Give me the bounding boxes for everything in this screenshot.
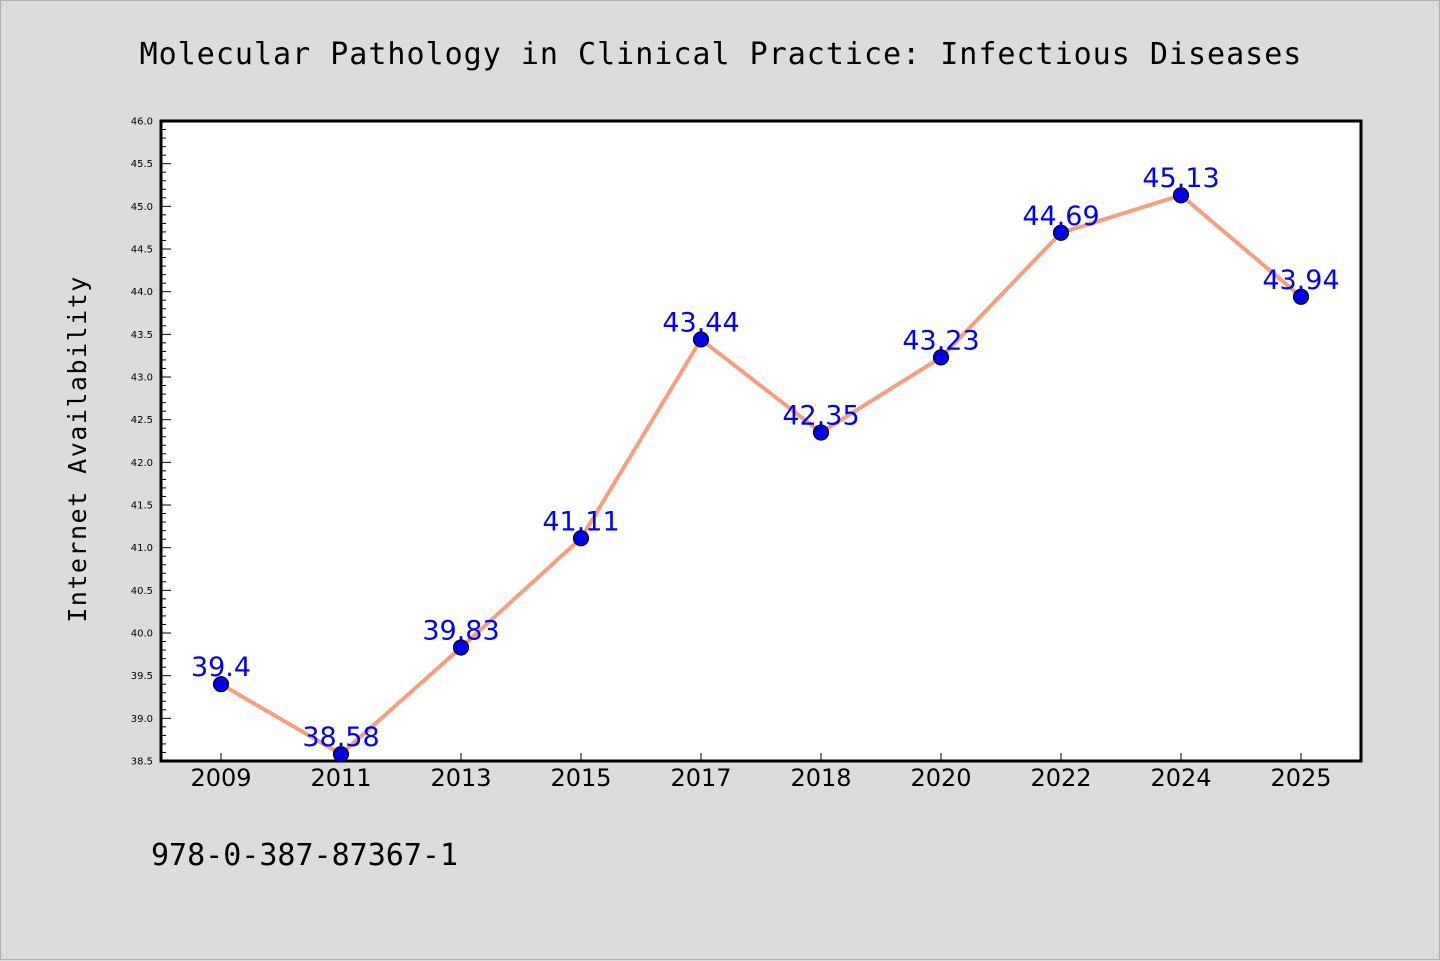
data-label: 38.58 — [302, 722, 379, 753]
chart-title: Molecular Pathology in Clinical Practice… — [140, 37, 1303, 72]
data-label: 45.13 — [1142, 163, 1219, 194]
x-axis: 2009 2011 2013 2015 2017 2018 2020 2022 2024 2025 — [190, 753, 1332, 792]
y-tick-label: 45.0 — [131, 202, 153, 213]
y-tick-label: 43.5 — [131, 330, 153, 341]
data-point — [572, 530, 590, 547]
x-tick-label: 2022 — [1030, 764, 1091, 792]
data-point — [1052, 224, 1070, 241]
data-point — [1172, 187, 1190, 204]
data-point — [932, 349, 950, 366]
y-tick-label: 43.0 — [131, 373, 153, 384]
x-tick-label: 2015 — [550, 764, 611, 792]
y-tick-label: 46.0 — [131, 117, 153, 128]
y-tick-label: 38.5 — [131, 757, 153, 768]
data-label: 43.23 — [902, 325, 979, 356]
data-point — [692, 331, 710, 348]
y-tick-label: 40.0 — [131, 629, 153, 640]
y-tick-label: 41.5 — [131, 501, 153, 512]
data-point — [212, 676, 230, 693]
x-tick-label: 2011 — [310, 764, 371, 792]
x-tick-label: 2018 — [790, 764, 851, 792]
markers-group — [212, 187, 1310, 763]
data-label: 43.94 — [1262, 265, 1339, 296]
data-label: 43.44 — [662, 307, 739, 338]
data-point — [452, 639, 470, 656]
plot-area — [159, 119, 1363, 763]
data-label: 39.83 — [422, 616, 499, 647]
x-tick-label: 2025 — [1270, 764, 1331, 792]
y-tick-label: 40.5 — [131, 586, 153, 597]
y-tick-label: 44.0 — [131, 287, 153, 298]
data-label: 39.4 — [191, 652, 251, 683]
y-tick-label: 39.0 — [131, 714, 153, 725]
x-tick-label: 2024 — [1150, 764, 1211, 792]
data-label: 42.35 — [782, 400, 859, 431]
data-point — [332, 746, 350, 763]
y-tick-label: 42.0 — [131, 458, 153, 469]
isbn-text: 978-0-387-87367-1 — [151, 838, 458, 873]
data-label: 44.69 — [1022, 201, 1099, 232]
y-tick-label: 45.5 — [131, 159, 153, 170]
x-tick-label: 2009 — [190, 764, 251, 792]
y-tick-label: 42.5 — [131, 415, 153, 426]
y-axis: 38.5 39.0 39.5 40.0 40.5 41.0 41.5 42.0 42.5 43.0… — [131, 117, 171, 768]
x-tick-label: 2020 — [910, 764, 971, 792]
data-point — [1292, 288, 1310, 305]
series-line-group — [219, 193, 1303, 757]
data-label: 41.11 — [542, 506, 619, 537]
series-line — [219, 193, 1303, 757]
y-tick-label: 41.0 — [131, 543, 153, 554]
y-tick-label: 39.5 — [131, 671, 153, 682]
data-point — [812, 424, 830, 441]
y-axis-label: Internet Availability — [63, 275, 92, 623]
y-tick-label: 44.5 — [131, 245, 153, 256]
data-labels-group: 39.4 38.58 39.83 41.11 43.44 42.35 43.23 44.69 4… — [191, 163, 1340, 753]
x-tick-label: 2013 — [430, 764, 491, 792]
x-tick-label: 2017 — [670, 764, 731, 792]
